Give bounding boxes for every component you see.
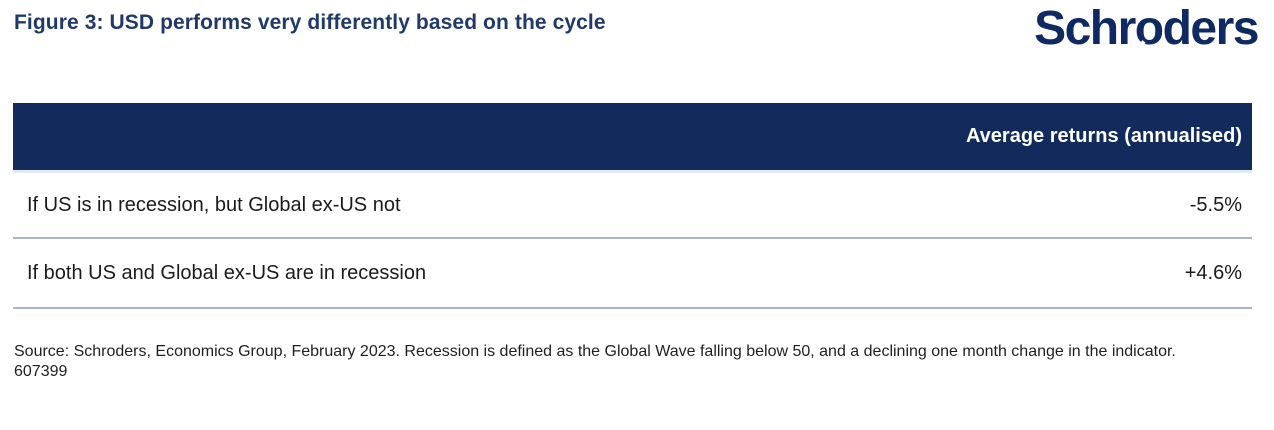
logo-letter-o: o: [1134, 3, 1164, 54]
table-row: If both US and Global ex-US are in reces…: [13, 239, 1252, 309]
row-value-both-recession: +4.6%: [1184, 261, 1242, 284]
returns-table: Average returns (annualised) If US is in…: [13, 103, 1252, 309]
table-header-row: Average returns (annualised): [13, 103, 1252, 173]
logo-text-left: Schr: [1034, 2, 1136, 55]
logo-text-right: ders: [1162, 2, 1260, 55]
row-label-us-recession-only: If US is in recession, but Global ex-US …: [27, 193, 401, 216]
table-row: If US is in recession, but Global ex-US …: [13, 173, 1252, 239]
row-label-both-recession: If both US and Global ex-US are in reces…: [27, 261, 427, 284]
row-value-us-recession-only: -5.5%: [1189, 193, 1242, 216]
table-header-label: Average returns (annualised): [965, 125, 1242, 147]
figure-title: Figure 3: USD performs very differently …: [14, 11, 606, 34]
source-note: Source: Schroders, Economics Group, Febr…: [14, 343, 1176, 380]
schroders-logo: Schro ders: [1034, 2, 1260, 55]
